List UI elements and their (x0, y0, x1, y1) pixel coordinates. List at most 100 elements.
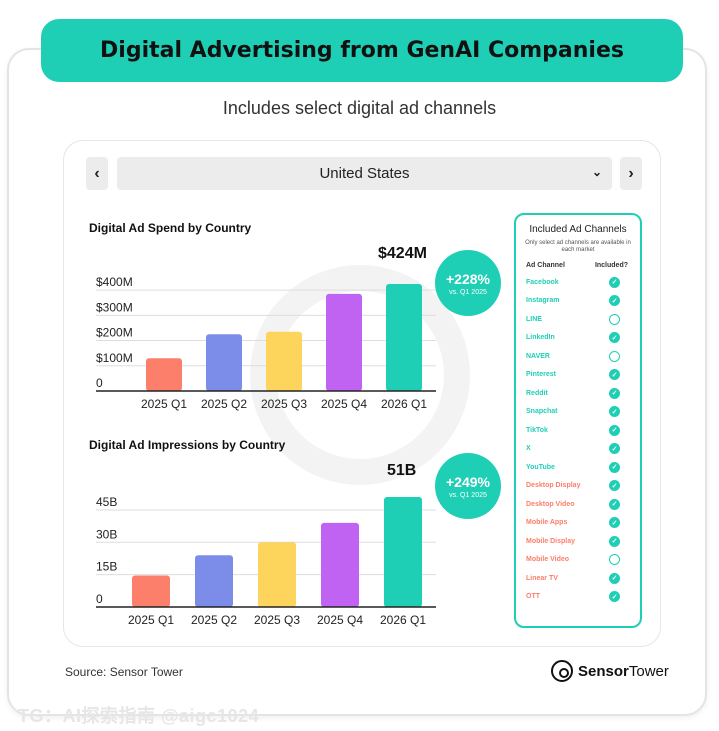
channel-row: YouTube ✓ (516, 458, 640, 477)
y-tick-label: 30B (96, 527, 117, 541)
check-icon: ✓ (609, 480, 620, 492)
check-icon: ✓ (609, 369, 620, 381)
bar (384, 497, 422, 607)
check-icon: ✓ (609, 443, 620, 455)
bar (206, 334, 242, 391)
bar (386, 284, 422, 391)
check-icon: ✓ (609, 461, 620, 473)
channel-name: X (526, 445, 531, 453)
check-icon: ✓ (609, 535, 620, 547)
channel-row: TikTok ✓ (516, 421, 640, 440)
check-icon: ✓ (609, 295, 620, 307)
empty-circle-icon (609, 313, 620, 325)
brand-bold: Sensor (578, 662, 629, 680)
check-icon: ✓ (609, 424, 620, 436)
x-tick-label: 2025 Q1 (141, 397, 187, 411)
check-icon: ✓ (609, 332, 620, 344)
impressions-value-label: 51B (387, 462, 417, 479)
impressions-growth-pct: +249% (446, 473, 490, 490)
channel-name: YouTube (526, 463, 555, 471)
spend-growth-pct: +228% (446, 270, 490, 287)
channel-row: Snapchat ✓ (516, 403, 640, 422)
brand-light: Tower (628, 662, 669, 680)
x-tick-label: 2025 Q3 (261, 397, 307, 411)
channel-row: Mobile Apps ✓ (516, 514, 640, 533)
chevron-down-icon: ⌄ (591, 165, 602, 179)
channel-row: Reddit ✓ (516, 384, 640, 403)
impressions-growth-badge: +249% vs. Q1 2025 (435, 453, 501, 519)
channels-note: Only select ad channels are available in… (525, 240, 631, 253)
x-tick-label: 2025 Q3 (254, 613, 300, 627)
channel-row: Linear TV ✓ (516, 569, 640, 588)
channel-name: Snapchat (526, 408, 558, 416)
prev-country-button[interactable]: ‹ (86, 157, 108, 190)
channel-name: NAVER (526, 352, 550, 360)
page-title: Digital Advertising from GenAI Companies (100, 38, 624, 63)
channel-name: LinkedIn (526, 334, 555, 342)
check-icon: ✓ (609, 387, 620, 399)
check-icon: ✓ (609, 517, 620, 529)
included-channels-panel: Included Ad Channels Only select ad chan… (514, 213, 642, 628)
empty-circle-icon (609, 554, 620, 566)
bar (321, 522, 359, 607)
x-tick-label: 2025 Q2 (191, 613, 237, 627)
check-icon: ✓ (609, 276, 620, 288)
bar (195, 555, 233, 607)
bar (326, 293, 362, 391)
channel-row: X ✓ (516, 440, 640, 459)
y-tick-label: 15B (96, 560, 117, 574)
channels-title: Included Ad Channels (529, 224, 627, 235)
channel-row: Mobile Video (516, 551, 640, 570)
y-tick-label: $400M (96, 275, 133, 289)
channel-name: Linear TV (526, 574, 558, 582)
channel-row: Pinterest ✓ (516, 366, 640, 385)
impressions-growth-note: vs. Q1 2025 (449, 491, 487, 499)
channel-name: Mobile Apps (526, 519, 568, 527)
channel-row: Desktop Video ✓ (516, 495, 640, 514)
y-tick-label: $300M (96, 300, 133, 314)
sensor-tower-icon (551, 660, 573, 682)
channel-name: Mobile Display (526, 537, 576, 545)
channels-header: Ad Channel Included? (516, 262, 640, 269)
check-icon: ✓ (609, 591, 620, 603)
spend-growth-badge: +228% vs. Q1 2025 (435, 250, 501, 316)
page-subtitle: Includes select digital ad channels (222, 98, 497, 118)
bar (132, 575, 170, 607)
y-tick-label: $200M (96, 326, 133, 340)
bar (146, 358, 182, 391)
x-tick-label: 2026 Q1 (380, 613, 426, 627)
channel-name: TikTok (526, 426, 548, 434)
channel-name: Pinterest (526, 371, 556, 379)
country-select[interactable]: United States ⌄ (117, 157, 612, 190)
channel-name: LINE (526, 315, 542, 323)
impressions-chart-title: Digital Ad Impressions by Country (89, 438, 286, 452)
x-tick-label: 2025 Q4 (321, 397, 367, 411)
channel-row: Instagram ✓ (516, 292, 640, 311)
spend-value-label: $424M (378, 245, 427, 262)
channel-row: Desktop Display ✓ (516, 477, 640, 496)
channel-list: Facebook ✓ Instagram ✓ LINE LinkedIn ✓ NAVER Pin… (516, 273, 640, 606)
source-note: Source: Sensor Tower (65, 665, 183, 679)
channel-row: Facebook ✓ (516, 273, 640, 292)
empty-circle-icon (609, 350, 620, 362)
x-tick-label: 2025 Q2 (201, 397, 247, 411)
check-icon: ✓ (609, 406, 620, 418)
check-icon: ✓ (609, 498, 620, 510)
channel-name: Instagram (526, 297, 560, 305)
col-included: Included? (594, 262, 628, 269)
channel-row: LinkedIn ✓ (516, 329, 640, 348)
x-tick-label: 2025 Q1 (128, 613, 174, 627)
selected-country: United States (319, 165, 410, 182)
channel-row: OTT ✓ (516, 588, 640, 607)
y-tick-label: 0 (96, 376, 103, 390)
sensor-tower-logo: SensorTower (551, 660, 669, 682)
x-tick-label: 2026 Q1 (381, 397, 427, 411)
channel-row: LINE (516, 310, 640, 329)
bar (258, 542, 296, 607)
channel-name: Mobile Video (526, 556, 570, 564)
channel-name: Desktop Video (526, 500, 575, 508)
channel-name: Desktop Display (526, 482, 581, 490)
y-tick-label: 0 (96, 592, 103, 606)
next-country-button[interactable]: › (620, 157, 642, 190)
